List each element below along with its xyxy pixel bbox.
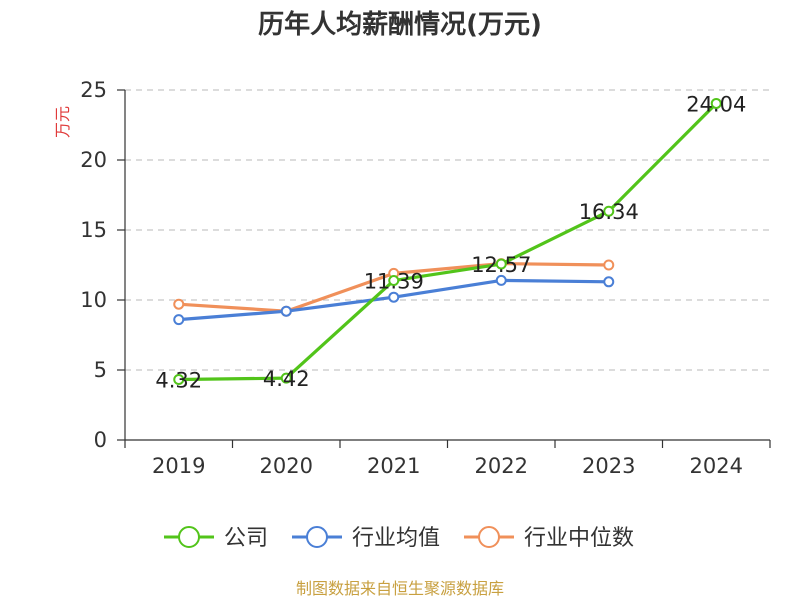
legend-label: 公司 bbox=[224, 526, 268, 551]
x-tick-label: 2021 bbox=[367, 454, 420, 478]
legend-marker bbox=[478, 526, 500, 548]
axes: 0 5 10 15 20 25 2019 2020 2021 2022 2023 2024 bbox=[80, 78, 771, 478]
data-point bbox=[603, 205, 615, 217]
x-tick-label: 2023 bbox=[582, 454, 635, 478]
data-label: 24.04 bbox=[686, 92, 746, 116]
data-point bbox=[388, 275, 400, 287]
data-labels: 4.32 4.42 11.39 12.57 16.34 24.04 bbox=[155, 92, 746, 392]
data-point bbox=[173, 374, 185, 386]
data-point bbox=[710, 97, 722, 109]
y-tick-label: 15 bbox=[80, 218, 107, 242]
data-point bbox=[495, 274, 507, 286]
x-tick-label: 2022 bbox=[475, 454, 528, 478]
data-point bbox=[280, 372, 292, 384]
data-point bbox=[280, 305, 292, 317]
legend-marker bbox=[178, 526, 200, 548]
x-tick-label: 2019 bbox=[152, 454, 205, 478]
data-label: 16.34 bbox=[579, 200, 639, 224]
source-note: 制图数据来自恒生聚源数据库 bbox=[296, 579, 504, 598]
x-tick-label: 2024 bbox=[690, 454, 743, 478]
data-point bbox=[495, 258, 507, 270]
y-axis-label: 万元 bbox=[53, 106, 72, 138]
series-line bbox=[177, 101, 718, 382]
legend-marker bbox=[306, 526, 328, 548]
y-tick-label: 10 bbox=[80, 288, 107, 312]
data-point bbox=[388, 291, 400, 303]
y-tick-label: 25 bbox=[80, 78, 107, 102]
y-tick-label: 5 bbox=[94, 358, 107, 382]
series-lines bbox=[173, 97, 722, 386]
data-point bbox=[603, 259, 615, 271]
grid-lines bbox=[125, 89, 770, 371]
x-tick-label: 2020 bbox=[260, 454, 313, 478]
data-label: 4.32 bbox=[155, 369, 202, 393]
data-label: 11.39 bbox=[364, 270, 424, 294]
data-label: 12.57 bbox=[471, 253, 531, 277]
data-point bbox=[173, 314, 185, 326]
chart-title: 历年人均薪酬情况(万元) bbox=[258, 9, 542, 40]
legend-label: 行业均值 bbox=[352, 526, 440, 551]
data-label: 4.42 bbox=[263, 367, 310, 391]
legend[interactable]: 公司 行业均值 行业中位数 bbox=[164, 526, 634, 551]
data-point bbox=[603, 276, 615, 288]
y-tick-label: 20 bbox=[80, 148, 107, 172]
legend-label: 行业中位数 bbox=[524, 526, 634, 551]
y-tick-label: 0 bbox=[94, 428, 107, 452]
data-point bbox=[173, 298, 185, 310]
